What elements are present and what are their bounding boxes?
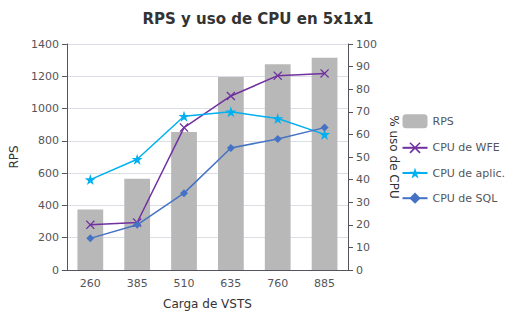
svg-text:635: 635 bbox=[220, 277, 241, 290]
svg-text:50: 50 bbox=[356, 151, 370, 164]
svg-text:800: 800 bbox=[38, 134, 59, 147]
svg-text:0: 0 bbox=[52, 264, 59, 277]
svg-text:CPU de aplic.: CPU de aplic. bbox=[433, 167, 506, 180]
svg-text:80: 80 bbox=[356, 83, 370, 96]
svg-text:40: 40 bbox=[356, 173, 370, 186]
svg-text:60: 60 bbox=[356, 128, 370, 141]
svg-text:RPS: RPS bbox=[433, 115, 454, 128]
svg-text:CPU de SQL: CPU de SQL bbox=[433, 192, 499, 205]
svg-text:885: 885 bbox=[314, 277, 335, 290]
svg-text:CPU de WFE: CPU de WFE bbox=[433, 141, 500, 154]
svg-text:90: 90 bbox=[356, 60, 370, 73]
svg-text:1200: 1200 bbox=[31, 70, 59, 83]
svg-text:100: 100 bbox=[356, 38, 377, 51]
svg-text:1400: 1400 bbox=[31, 38, 59, 51]
svg-text:% uso de CPU: % uso de CPU bbox=[387, 115, 401, 198]
svg-text:385: 385 bbox=[127, 277, 148, 290]
svg-text:70: 70 bbox=[356, 105, 370, 118]
svg-text:30: 30 bbox=[356, 196, 370, 209]
svg-text:400: 400 bbox=[38, 199, 59, 212]
svg-text:200: 200 bbox=[38, 231, 59, 244]
svg-text:RPS y uso de CPU en 5x1x1: RPS y uso de CPU en 5x1x1 bbox=[143, 10, 374, 28]
svg-text:510: 510 bbox=[174, 277, 195, 290]
svg-text:260: 260 bbox=[80, 277, 101, 290]
svg-text:RPS: RPS bbox=[7, 145, 21, 168]
svg-text:1000: 1000 bbox=[31, 102, 59, 115]
svg-text:Carga de VSTS: Carga de VSTS bbox=[163, 297, 252, 311]
svg-text:20: 20 bbox=[356, 218, 370, 231]
svg-text:0: 0 bbox=[356, 264, 363, 277]
svg-text:10: 10 bbox=[356, 241, 370, 254]
svg-text:600: 600 bbox=[38, 167, 59, 180]
svg-text:760: 760 bbox=[267, 277, 288, 290]
